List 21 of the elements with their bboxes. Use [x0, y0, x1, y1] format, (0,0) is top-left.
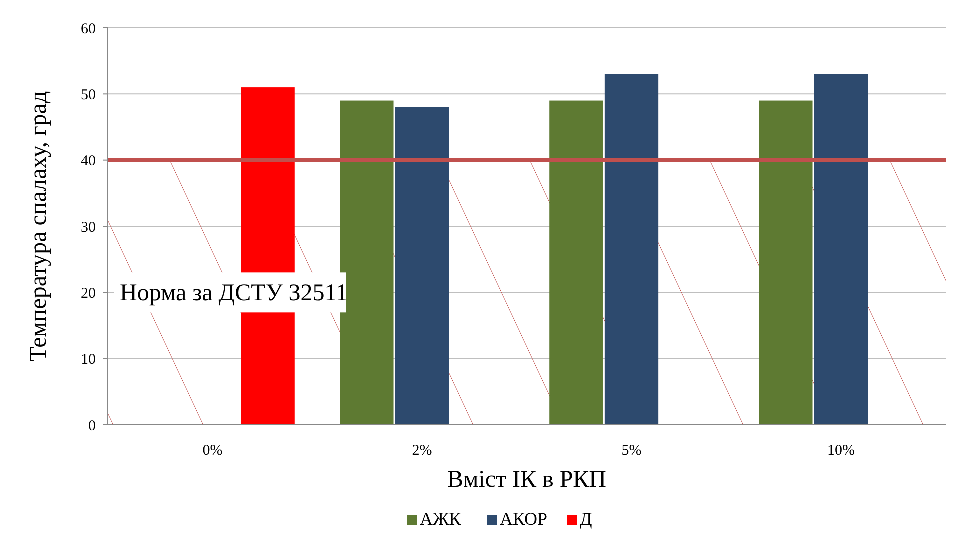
y-tick-label: 20 — [81, 286, 96, 302]
y-tick-label: 60 — [81, 21, 96, 38]
bar — [759, 100, 813, 425]
bar — [814, 74, 868, 425]
legend-label: АЖК — [420, 509, 462, 529]
x-tick-label: 5% — [622, 443, 642, 459]
bar — [395, 107, 450, 425]
bar — [604, 74, 659, 425]
legend-label: АКОР — [500, 509, 548, 529]
y-tick-label: 50 — [81, 87, 96, 104]
x-tick-label: 0% — [202, 443, 223, 459]
legend-label: Д — [580, 509, 592, 529]
x-axis-title: Вміст ІК в РКП — [447, 467, 607, 493]
y-tick-label: 40 — [81, 154, 96, 170]
x-tick-label: 2% — [412, 443, 432, 459]
x-tick-label: 10% — [828, 443, 855, 459]
y-tick-label: 10 — [81, 352, 96, 368]
y-tick-label: 30 — [81, 220, 96, 236]
y-tick-label: 0 — [88, 418, 96, 434]
y-axis-title: Температура спалаху, град — [26, 91, 52, 362]
bar — [550, 100, 604, 425]
